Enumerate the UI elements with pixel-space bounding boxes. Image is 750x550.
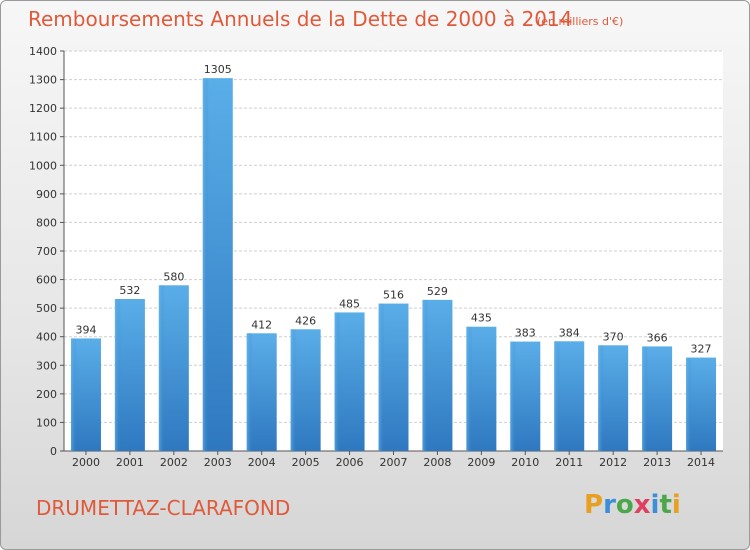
y-tick-label: 1400 [29,45,57,58]
x-tick-label: 2008 [423,456,451,469]
x-tick-label: 2005 [292,456,320,469]
data-label: 485 [339,297,360,310]
y-tick-label: 100 [36,416,57,429]
data-label: 529 [427,285,448,298]
bar-highlight [202,78,209,452]
y-tick-label: 900 [36,188,57,201]
bar-highlight [378,303,385,451]
data-label: 370 [603,330,624,343]
data-label: 384 [559,326,580,339]
bar-highlight [642,346,649,451]
data-label: 426 [295,314,316,327]
data-label: 435 [471,312,492,325]
x-tick-label: 2006 [336,456,364,469]
y-tick-label: 1000 [29,159,57,172]
y-tick-label: 700 [36,245,57,258]
data-label: 394 [75,323,96,336]
data-label: 516 [383,289,404,302]
x-tick-label: 2007 [380,456,408,469]
bar-highlight [466,326,473,451]
bar-highlight [510,341,517,451]
data-label: 1305 [204,63,232,76]
x-tick-label: 2012 [599,456,627,469]
y-tick-label: 600 [36,274,57,287]
x-tick-label: 2002 [160,456,188,469]
x-tick-label: 2004 [248,456,276,469]
y-tick-label: 0 [50,445,57,458]
bar-highlight [70,338,77,451]
y-tick-label: 800 [36,216,57,229]
data-label: 532 [119,284,140,297]
y-tick-label: 500 [36,302,57,315]
bar-highlight [422,299,429,451]
bar-highlight [598,345,605,451]
bar-highlight [554,341,561,451]
x-tick-label: 2010 [511,456,539,469]
x-tick-label: 2011 [555,456,583,469]
data-label: 383 [515,327,536,340]
chart-unit: (en milliers d'€) [537,15,624,28]
y-tick-label: 1200 [29,102,57,115]
y-tick-label: 1100 [29,131,57,144]
y-tick-label: 1300 [29,74,57,87]
data-label: 327 [691,343,712,356]
y-tick-label: 200 [36,388,57,401]
y-tick-label: 400 [36,331,57,344]
y-tick-label: 300 [36,359,57,372]
bar-highlight [114,299,121,451]
x-tick-label: 2000 [72,456,100,469]
x-tick-label: 2009 [467,456,495,469]
proxiti-logo: Proxiti [584,490,681,520]
bar-highlight [290,329,297,451]
bar-highlight [246,333,253,451]
data-label: 412 [251,318,272,331]
x-tick-label: 2014 [687,456,715,469]
bar-highlight [686,357,693,451]
x-tick-label: 2013 [643,456,671,469]
x-tick-label: 2003 [204,456,232,469]
data-label: 366 [647,331,668,344]
chart-title: Remboursements Annuels de la Dette de 20… [28,7,573,31]
town-name: DRUMETTAZ-CLARAFOND [36,496,291,520]
bar-highlight [334,312,341,451]
x-tick-label: 2001 [116,456,144,469]
data-label: 580 [163,270,184,283]
bar-highlight [158,285,165,451]
